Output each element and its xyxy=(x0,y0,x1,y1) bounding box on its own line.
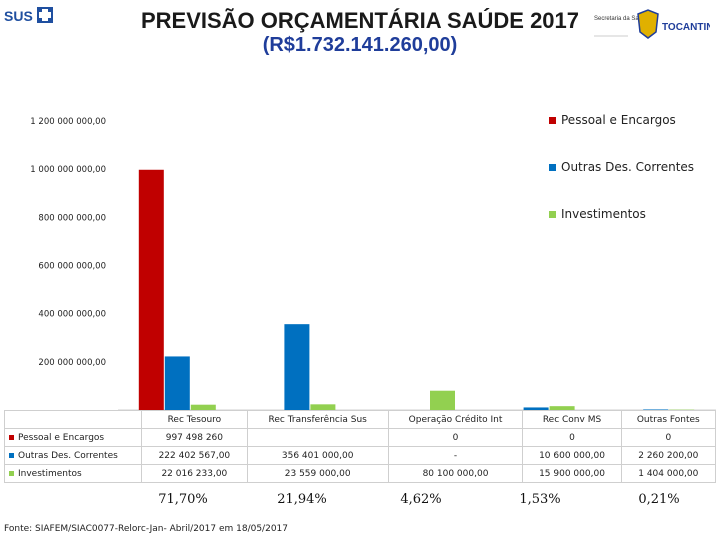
table-cell: 0 xyxy=(620,428,717,447)
row-header: Investimentos xyxy=(4,464,142,483)
table-cell: 222 402 567,00 xyxy=(141,446,248,465)
bar xyxy=(430,390,455,410)
percentage-label: 71,70% xyxy=(158,492,208,507)
y-tick-label: 800 000 000,00 xyxy=(38,213,106,223)
table-header-cell: Outras Fontes xyxy=(620,410,717,429)
legend-swatch xyxy=(9,452,14,458)
y-axis: - 200 000 000,00 400 000 000,00 600 000 000… xyxy=(30,117,716,410)
table-cell xyxy=(246,428,389,447)
bar xyxy=(138,169,164,410)
row-label: Pessoal e Encargos xyxy=(18,432,105,443)
bar xyxy=(284,324,310,410)
row-label: Outras Des. Correntes xyxy=(18,450,118,461)
chart-legend: Pessoal e Encargos Outras Des. Correntes I… xyxy=(549,113,694,221)
budget-total: (R$1.732.141.260,00) xyxy=(262,34,458,56)
table-row: Outras Des. Correntes 222 402 567,00 356… xyxy=(4,446,717,465)
table-cell: 0 xyxy=(522,428,622,447)
tocantins-logo-caption: Secretaria da Saúde xyxy=(594,16,649,22)
y-tick-label: 200 000 000,00 xyxy=(38,358,106,368)
data-table: Rec Tesouro Rec Transferência Sus Operaç… xyxy=(4,410,717,483)
row-header: Pessoal e Encargos xyxy=(4,428,142,447)
table-row: Pessoal e Encargos 997 498 260 0 0 0 xyxy=(4,428,717,447)
table-cell: - xyxy=(387,446,524,465)
y-tick-label: 1 000 000 000,00 xyxy=(30,165,106,175)
source-note: Fonte: SIAFEM/SIAC0077-Relorc-Jan- Abril… xyxy=(4,524,288,534)
table-header-cell: Operação Crédito Int xyxy=(387,410,524,429)
y-tick-label: 600 000 000,00 xyxy=(38,262,106,272)
table-cell: 1 404 000,00 xyxy=(620,464,717,483)
percentage-label: 0,21% xyxy=(638,492,680,507)
legend-swatch xyxy=(9,470,14,476)
bar xyxy=(523,407,549,410)
table-cell: 80 100 000,00 xyxy=(387,464,524,483)
table-cell: 997 498 260 xyxy=(141,428,248,447)
table-cell: 23 559 000,00 xyxy=(246,464,389,483)
y-tick-label: - xyxy=(103,406,106,410)
table-cell: 10 600 000,00 xyxy=(522,446,622,465)
table-cell: 0 xyxy=(387,428,524,447)
row-header: Outras Des. Correntes xyxy=(4,446,142,465)
y-tick-label: 1 200 000 000,00 xyxy=(30,117,106,127)
sus-logo: SUS xyxy=(4,7,53,24)
legend-swatch xyxy=(549,164,556,171)
table-row: Investimentos 22 016 233,00 23 559 000,0… xyxy=(4,464,717,483)
table-cell: 356 401 000,00 xyxy=(246,446,389,465)
table-header-row: Rec Tesouro Rec Transferência Sus Operaç… xyxy=(4,410,717,429)
tocantins-logo-text: TOCANTINS xyxy=(662,22,710,33)
bar xyxy=(164,356,190,410)
table-header-cell: Rec Tesouro xyxy=(141,410,248,429)
legend-swatch xyxy=(9,434,14,440)
table-cell: 15 900 000,00 xyxy=(522,464,622,483)
tocantins-logo: Secretaria da Saúde TOCANTINS xyxy=(594,9,710,39)
table-cell: 2 260 200,00 xyxy=(620,446,717,465)
bar xyxy=(310,404,336,410)
page-title: PREVISÃO ORÇAMENTÁRIA SAÚDE 2017 xyxy=(140,8,580,33)
bar xyxy=(190,404,216,410)
percentage-label: 21,94% xyxy=(277,492,327,507)
sus-logo-text: SUS xyxy=(4,8,33,24)
percentage-label: 1,53% xyxy=(519,492,561,507)
table-cell: 22 016 233,00 xyxy=(141,464,248,483)
legend-swatch xyxy=(549,117,556,124)
bar xyxy=(549,406,575,410)
legend-label: Outras Des. Correntes xyxy=(561,160,694,174)
legend-swatch xyxy=(549,211,556,218)
legend-label: Pessoal e Encargos xyxy=(561,113,676,127)
budget-bar-chart: - 200 000 000,00 400 000 000,00 600 000 000… xyxy=(30,113,716,410)
bars xyxy=(138,169,695,410)
y-tick-label: 400 000 000,00 xyxy=(38,310,106,320)
table-header-cell: Rec Transferência Sus xyxy=(246,410,389,429)
percentage-label: 4,62% xyxy=(400,492,442,507)
table-header-cell: Rec Conv MS xyxy=(522,410,622,429)
legend-label: Investimentos xyxy=(561,207,646,221)
row-label: Investimentos xyxy=(18,468,82,479)
table-corner xyxy=(4,410,142,429)
bar xyxy=(643,409,669,410)
